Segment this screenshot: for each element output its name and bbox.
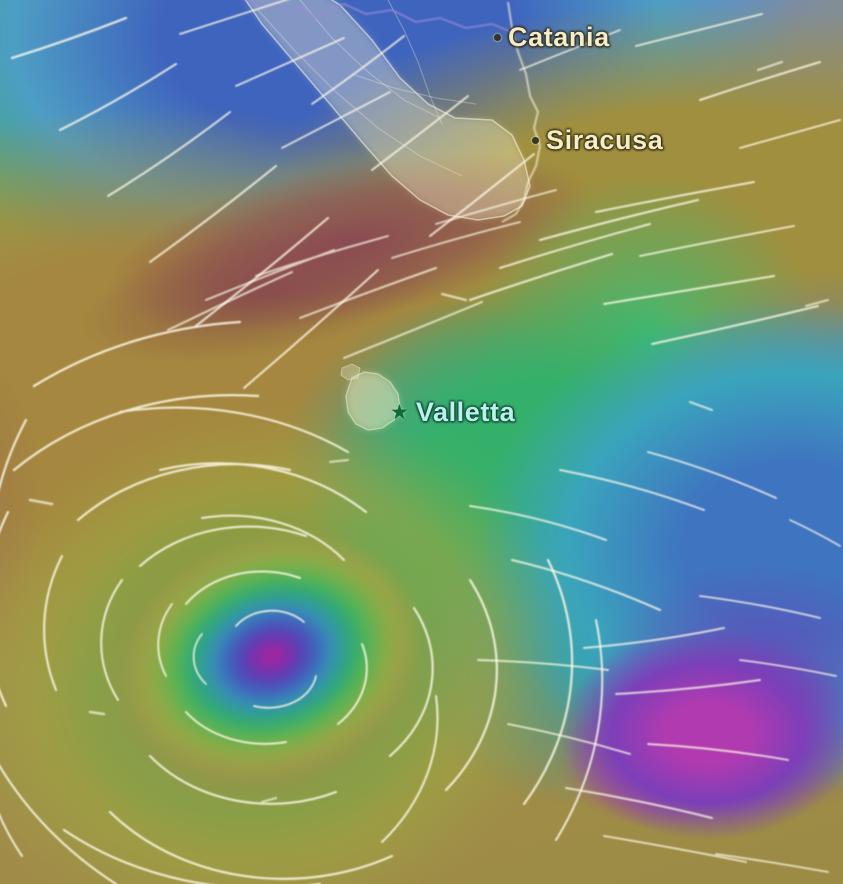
place-name-text: Catania: [508, 22, 610, 52]
place-label-catania[interactable]: Catania: [494, 22, 610, 53]
place-label-valletta[interactable]: ★ Valletta: [390, 397, 515, 428]
place-name-text: Valletta: [415, 397, 516, 427]
place-name-text: Siracusa: [546, 125, 664, 155]
city-dot-icon: [532, 137, 539, 144]
place-label-siracusa[interactable]: Siracusa: [532, 125, 663, 156]
capital-star-icon: ★: [390, 401, 409, 424]
city-dot-icon: [494, 34, 501, 41]
